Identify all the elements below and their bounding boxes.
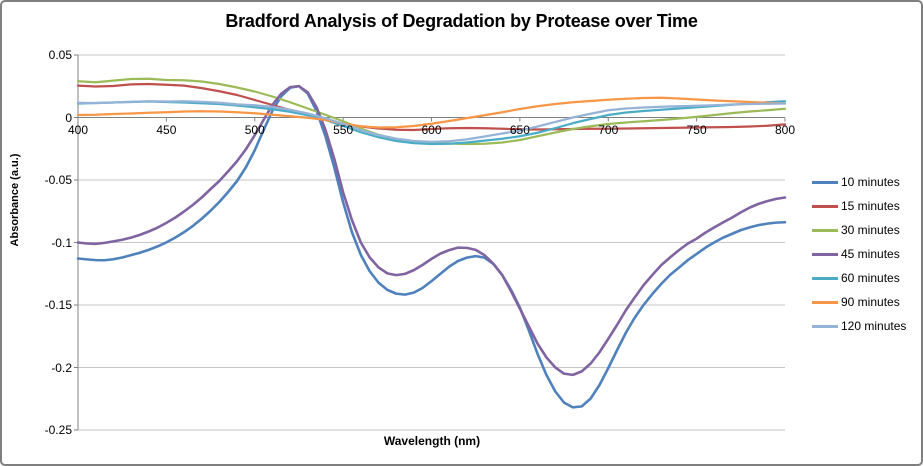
y-axis-title: Absorbance (a.u.) (9, 153, 21, 247)
legend-item: 60 minutes (812, 266, 921, 290)
x-tick-label: 650 (509, 122, 530, 137)
y-tick-label: -0.1 (51, 235, 72, 250)
legend-label: 15 minutes (841, 199, 900, 213)
series-line-120-minutes (76, 100, 787, 143)
x-tick-label: 800 (774, 122, 796, 137)
series-line-90-minutes (76, 96, 787, 129)
legend-label: 120 minutes (841, 319, 907, 333)
legend-line-swatch-icon (812, 180, 838, 184)
y-tick-label: -0.05 (44, 173, 72, 187)
legend-label: 60 minutes (841, 271, 900, 285)
legend: 10 minutes 15 minutes 30 minutes 45 minutes… (812, 170, 921, 338)
legend-label: 10 minutes (841, 175, 900, 189)
legend-item: 45 minutes (812, 242, 921, 266)
legend-item: 15 minutes (812, 194, 921, 218)
legend-item: 120 minutes (812, 314, 921, 338)
legend-label: 30 minutes (841, 223, 900, 237)
legend-line-swatch-icon (812, 324, 838, 328)
y-tick-label: 0 (65, 110, 72, 125)
x-axis-title: Wavelength (nm) (383, 434, 481, 448)
x-tick-label: 500 (244, 122, 265, 137)
chart-title: Bradford Analysis of Degradation by Prot… (225, 11, 698, 31)
y-tick-label: -0.2 (51, 360, 72, 375)
legend-item: 10 minutes (812, 170, 921, 194)
x-tick-label: 400 (67, 122, 89, 137)
x-tick-label: 550 (333, 122, 354, 137)
y-tick-label: -0.25 (44, 423, 72, 437)
legend-line-swatch-icon (812, 204, 838, 208)
x-tick-label: 450 (156, 122, 177, 137)
y-tick-label: 0.05 (48, 48, 72, 62)
legend-label: 45 minutes (841, 247, 900, 261)
legend-line-swatch-icon (812, 228, 838, 232)
x-tick-label: 600 (421, 122, 442, 137)
series-line-15-minutes (76, 82, 787, 132)
legend-line-swatch-icon (812, 276, 838, 280)
legend-line-swatch-icon (812, 252, 838, 256)
y-tick-label: -0.15 (44, 298, 72, 312)
series-line-10-minutes (76, 84, 787, 409)
legend-item: 30 minutes (812, 218, 921, 242)
x-tick-label: 700 (598, 122, 619, 137)
legend-line-swatch-icon (812, 300, 838, 304)
legend-item: 90 minutes (812, 290, 921, 314)
series-line-60-minutes (76, 100, 787, 146)
x-tick-label: 750 (686, 122, 707, 137)
legend-label: 90 minutes (841, 295, 900, 309)
series-line-45-minutes (76, 84, 787, 377)
